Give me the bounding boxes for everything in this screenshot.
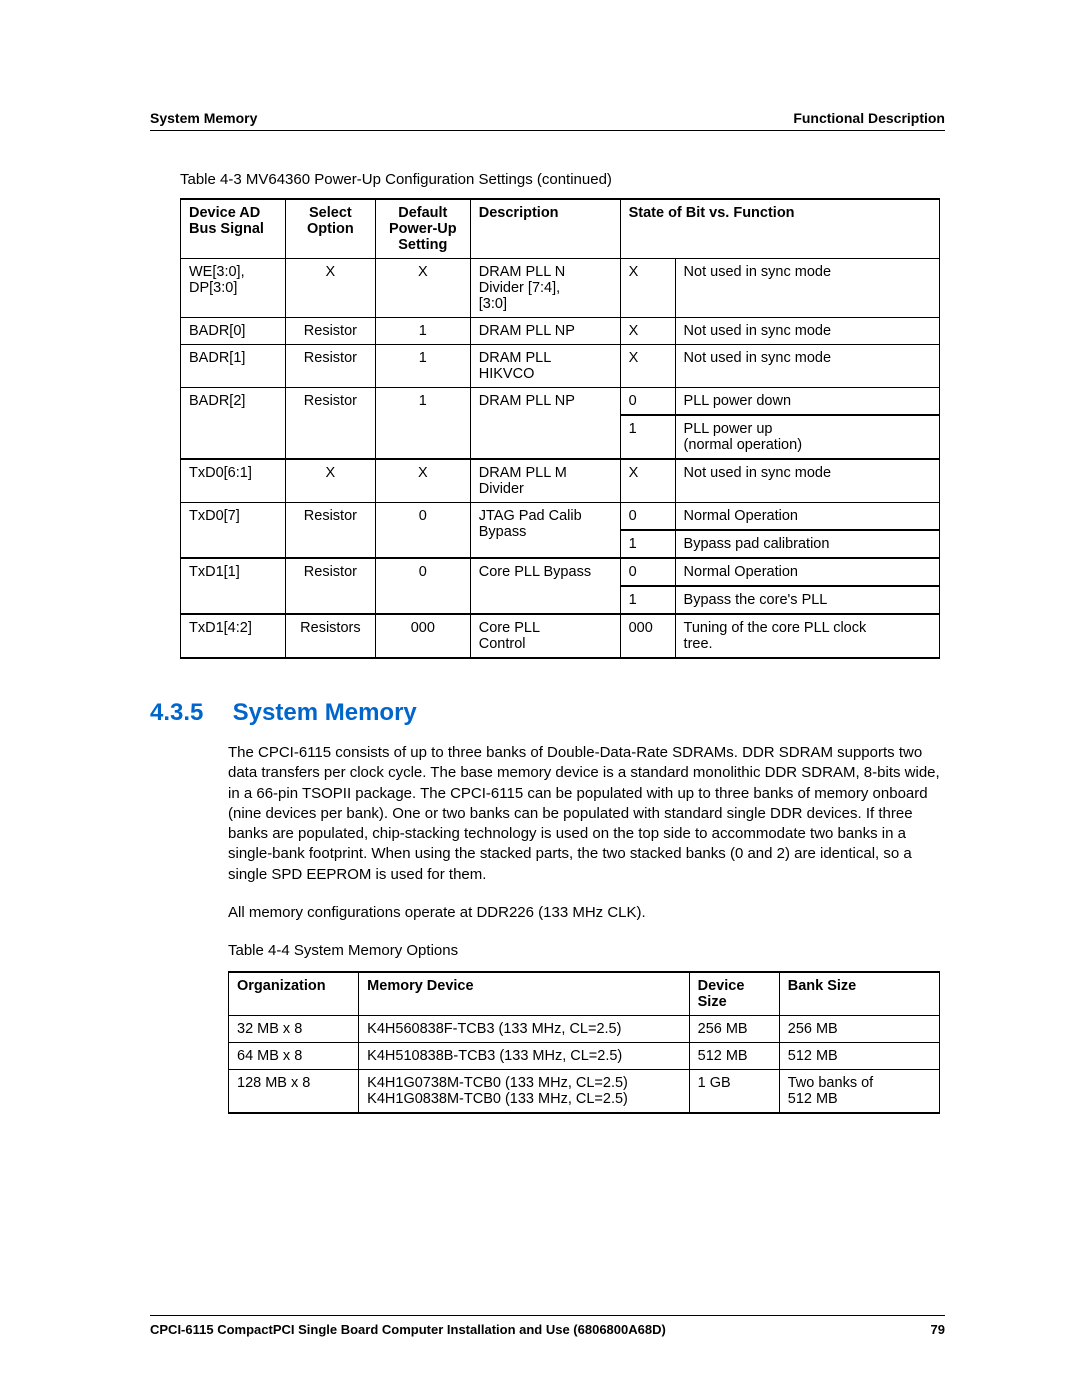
th-default: Default Power-Up Setting	[375, 199, 470, 259]
footer-text: CPCI-6115 CompactPCI Single Board Comput…	[150, 1322, 666, 1337]
config-table: Device AD Bus Signal Select Option Defau…	[180, 198, 940, 659]
table-row: 128 MB x 8 K4H1G0738M-TCB0 (133 MHz, CL=…	[229, 1070, 940, 1114]
section-number: 4.3.5	[150, 699, 226, 727]
table-row: TxD0[7] Resistor 0 JTAG Pad CalibBypass …	[181, 503, 940, 531]
th-bus-signal: Device AD Bus Signal	[181, 199, 286, 259]
table-row: BADR[1] Resistor 1 DRAM PLLHIKVCO X Not …	[181, 345, 940, 388]
table-row: TxD1[1] Resistor 0 Core PLL Bypass 0 Nor…	[181, 558, 940, 586]
th-description: Description	[470, 199, 620, 259]
paragraph: The CPCI-6115 consists of up to three ba…	[228, 743, 945, 885]
th-state: State of Bit vs. Function	[620, 199, 939, 259]
page-number: 79	[931, 1322, 945, 1337]
table-row: TxD0[6:1] X X DRAM PLL MDivider X Not us…	[181, 459, 940, 503]
section-heading: 4.3.5 System Memory	[150, 699, 945, 727]
section-title: System Memory	[233, 699, 417, 726]
page-header: System Memory Functional Description	[150, 110, 945, 131]
table-row: BADR[2] Resistor 1 DRAM PLL NP 0 PLL pow…	[181, 388, 940, 416]
th-devsize: Device Size	[689, 972, 779, 1016]
page: System Memory Functional Description Tab…	[0, 0, 1080, 1397]
table-row: WE[3:0],DP[3:0] X X DRAM PLL NDivider [7…	[181, 259, 940, 318]
th-select: Select Option	[285, 199, 375, 259]
header-right: Functional Description	[793, 110, 945, 126]
paragraph: All memory configurations operate at DDR…	[228, 903, 945, 923]
table-header-row: Organization Memory Device Device Size B…	[229, 972, 940, 1016]
th-memdev: Memory Device	[359, 972, 689, 1016]
table-row: BADR[0] Resistor 1 DRAM PLL NP X Not use…	[181, 318, 940, 345]
table-header-row: Device AD Bus Signal Select Option Defau…	[181, 199, 940, 259]
memory-options-table: Organization Memory Device Device Size B…	[228, 971, 940, 1114]
th-org: Organization	[229, 972, 359, 1016]
table-row: 64 MB x 8 K4H510838B-TCB3 (133 MHz, CL=2…	[229, 1043, 940, 1070]
table2-caption: Table 4-4 System Memory Options	[228, 941, 945, 961]
table-row: 32 MB x 8 K4H560838F-TCB3 (133 MHz, CL=2…	[229, 1016, 940, 1043]
table1-caption: Table 4-3 MV64360 Power-Up Configuration…	[180, 171, 945, 188]
th-banksize: Bank Size	[779, 972, 939, 1016]
table-row: TxD1[4:2] Resistors 000 Core PLLControl …	[181, 614, 940, 658]
header-left: System Memory	[150, 110, 257, 126]
page-footer: CPCI-6115 CompactPCI Single Board Comput…	[150, 1315, 945, 1337]
